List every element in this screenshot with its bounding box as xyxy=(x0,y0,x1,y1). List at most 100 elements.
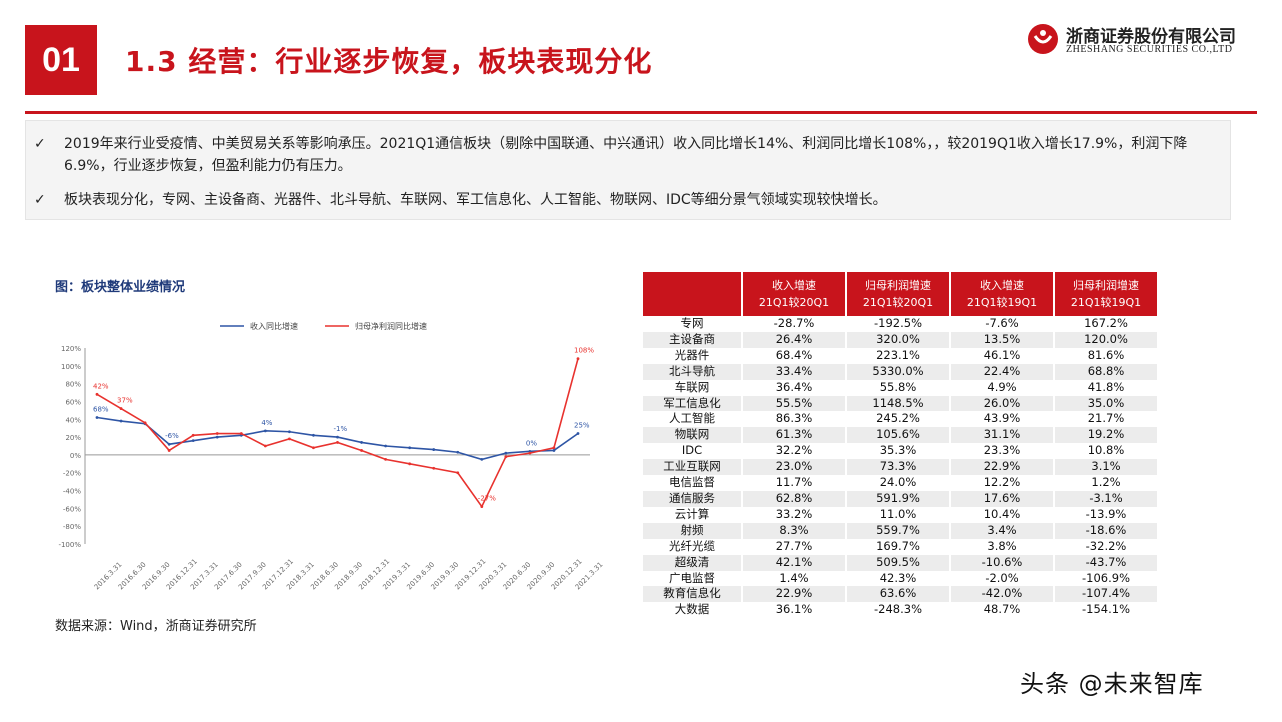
data-point xyxy=(191,433,195,437)
row-label: 通信服务 xyxy=(643,490,741,507)
row-label: 主设备商 xyxy=(643,331,741,348)
bullet-text: 板块表现分化，专网、主设备商、光器件、北斗导航、车联网、军工信息化、人工智能、物… xyxy=(64,192,887,208)
data-point xyxy=(167,442,171,446)
table-cell: 12.2% xyxy=(951,475,1053,491)
table-cell: 68.4% xyxy=(743,347,845,364)
table-cell: 3.4% xyxy=(951,522,1053,539)
y-tick-label: 80% xyxy=(65,381,81,389)
table-cell: 105.6% xyxy=(847,427,949,444)
data-point xyxy=(552,449,556,452)
table-cell: 11.0% xyxy=(847,506,949,523)
table-cell: -28.7% xyxy=(743,316,845,332)
page-title: 1.3 经营：行业逐步恢复，板块表现分化 xyxy=(125,45,653,78)
watermark: 头条 @未来智库 xyxy=(1020,670,1204,698)
summary-box: ✓ 2019年来行业受疫情、中美贸易关系等影响承压。2021Q1通信板块（剔除中… xyxy=(25,120,1231,220)
data-point xyxy=(312,446,315,450)
data-label: 0% xyxy=(526,439,537,447)
table-cell: 169.7% xyxy=(847,538,949,555)
row-label: 北斗导航 xyxy=(643,363,741,380)
table-row: 主设备商 26.4% 320.0% 13.5% 120.0% xyxy=(643,331,1157,348)
table-row: 北斗导航 33.4% 5330.0% 22.4% 68.8% xyxy=(643,363,1157,380)
table-row: 教育信息化 22.9% 63.6% -42.0% -107.4% xyxy=(643,586,1157,603)
table-cell: 23.0% xyxy=(743,459,845,476)
table-cell: 167.2% xyxy=(1055,316,1157,332)
y-tick-label: 40% xyxy=(65,416,81,424)
row-label: 广电监督 xyxy=(643,570,741,587)
table-row: 射频 8.3% 559.7% 3.4% -18.6% xyxy=(643,522,1157,539)
table-cell: 46.1% xyxy=(951,347,1053,364)
table-cell: 48.7% xyxy=(951,602,1053,619)
table-cell: 245.2% xyxy=(847,411,949,428)
table-cell: 26.4% xyxy=(743,331,845,348)
row-label: 云计算 xyxy=(643,506,741,523)
data-point xyxy=(95,392,99,396)
data-point xyxy=(336,441,339,444)
figure-source: 数据来源：Wind，浙商证券研究所 xyxy=(55,619,257,634)
table-row: 通信服务 62.8% 591.9% 17.6% -3.1% xyxy=(643,490,1157,507)
table-cell: -18.6% xyxy=(1055,522,1157,539)
y-tick-label: -100% xyxy=(58,541,81,549)
data-point xyxy=(360,441,363,444)
table-row: 车联网 36.4% 55.8% 4.9% 41.8% xyxy=(643,379,1157,396)
table-row: 物联网 61.3% 105.6% 31.1% 19.2% xyxy=(643,427,1157,444)
company-logo: 浙商证券股份有限公司 ZHESHANG SECURITIES CO.,LTD xyxy=(1026,20,1256,62)
table-cell: 86.3% xyxy=(743,411,845,428)
bullet-text: 2019年来行业受疫情、中美贸易关系等影响承压。2021Q1通信板块（剔除中国联… xyxy=(64,136,1188,174)
table-cell: 55.5% xyxy=(743,395,845,412)
data-point xyxy=(239,432,243,435)
table-cell: 22.4% xyxy=(951,363,1053,380)
table-cell: 33.2% xyxy=(743,506,845,523)
table-cell: 3.1% xyxy=(1055,459,1157,476)
data-point xyxy=(408,462,412,466)
table-cell: 11.7% xyxy=(743,475,845,491)
table-cell: 13.5% xyxy=(951,331,1053,348)
table-cell: 81.6% xyxy=(1055,347,1157,364)
table-cell: 61.3% xyxy=(743,427,845,444)
table-cell: -3.1% xyxy=(1055,490,1157,507)
table-row: 大数据 36.1% -248.3% 48.7% -154.1% xyxy=(643,602,1157,619)
table-header-row: 收入增速 21Q1较20Q1 归母利润增速 21Q1较20Q1 收入增速 21Q1较1… xyxy=(643,272,1157,316)
row-label: 军工信息化 xyxy=(643,395,741,412)
row-label: 射频 xyxy=(643,522,741,539)
company-name-en: ZHESHANG SECURITIES CO.,LTD xyxy=(1066,44,1233,55)
data-point xyxy=(432,448,436,451)
table-cell: 33.4% xyxy=(743,363,845,380)
table-row: 人工智能 86.3% 245.2% 43.9% 21.7% xyxy=(643,411,1157,428)
check-icon: ✓ xyxy=(34,136,46,152)
table-cell: 36.1% xyxy=(743,602,845,619)
y-tick-label: -40% xyxy=(63,488,81,496)
table-cell: -248.3% xyxy=(847,602,949,619)
table-cell: 509.5% xyxy=(847,554,949,571)
table-row: 超级清 42.1% 509.5% -10.6% -43.7% xyxy=(643,554,1157,571)
table-cell: 55.8% xyxy=(847,379,949,396)
row-label: IDC xyxy=(643,443,741,460)
data-label: 108% xyxy=(574,347,594,355)
y-tick-label: 60% xyxy=(65,398,81,406)
table-cell: -154.1% xyxy=(1055,602,1157,619)
data-point xyxy=(528,451,532,455)
table-cell: 35.3% xyxy=(847,443,949,460)
table-cell: -13.9% xyxy=(1055,506,1157,523)
company-logo-icon xyxy=(1028,24,1058,54)
row-label: 超级清 xyxy=(643,554,741,571)
table-cell: -106.9% xyxy=(1055,570,1157,587)
header-divider xyxy=(25,111,1257,114)
data-point xyxy=(576,432,580,435)
data-point xyxy=(504,451,508,455)
table-cell: 5330.0% xyxy=(847,363,949,380)
data-point xyxy=(167,449,171,452)
row-label: 电信监督 xyxy=(643,475,741,491)
table-cell: 24.0% xyxy=(847,475,949,491)
y-tick-label: 120% xyxy=(61,345,81,353)
table-row: 专网 -28.7% -192.5% -7.6% 167.2% xyxy=(643,316,1157,332)
section-number-badge: 01 xyxy=(25,25,97,95)
table-row: 光纤光缆 27.7% 169.7% 3.8% -32.2% xyxy=(643,538,1157,555)
data-point xyxy=(456,471,460,475)
table-cell: -2.0% xyxy=(951,570,1053,587)
table-cell: 22.9% xyxy=(743,586,845,603)
row-label: 光纤光缆 xyxy=(643,538,741,555)
y-tick-label: 0% xyxy=(70,452,81,460)
table-header: 收入增速 21Q1较20Q1 xyxy=(743,272,845,316)
table-cell: 19.2% xyxy=(1055,427,1157,444)
table-cell: 1.2% xyxy=(1055,475,1157,491)
